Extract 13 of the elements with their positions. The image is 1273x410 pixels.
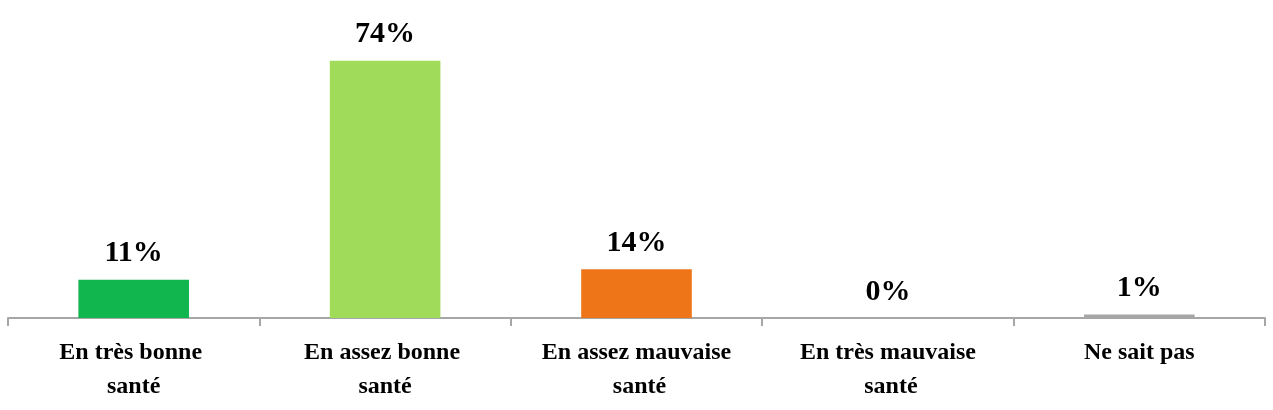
- data-label: 0%: [865, 272, 911, 306]
- data-label: 1%: [1116, 269, 1162, 303]
- data-label: 11%: [104, 234, 163, 268]
- x-tick-label: En très mauvaise santé: [799, 338, 977, 398]
- x-tick-label: Ne sait pas: [1083, 338, 1195, 364]
- bar: [78, 279, 190, 318]
- data-label: 14%: [606, 223, 667, 257]
- x-tick-label: En assez bonne santé: [304, 338, 467, 398]
- data-label: 74%: [355, 15, 416, 49]
- bar: [329, 60, 441, 318]
- x-tick-label: En très bonne santé: [59, 338, 209, 398]
- bar: [581, 269, 692, 318]
- x-tick-label: En assez mauvaise santé: [541, 338, 732, 398]
